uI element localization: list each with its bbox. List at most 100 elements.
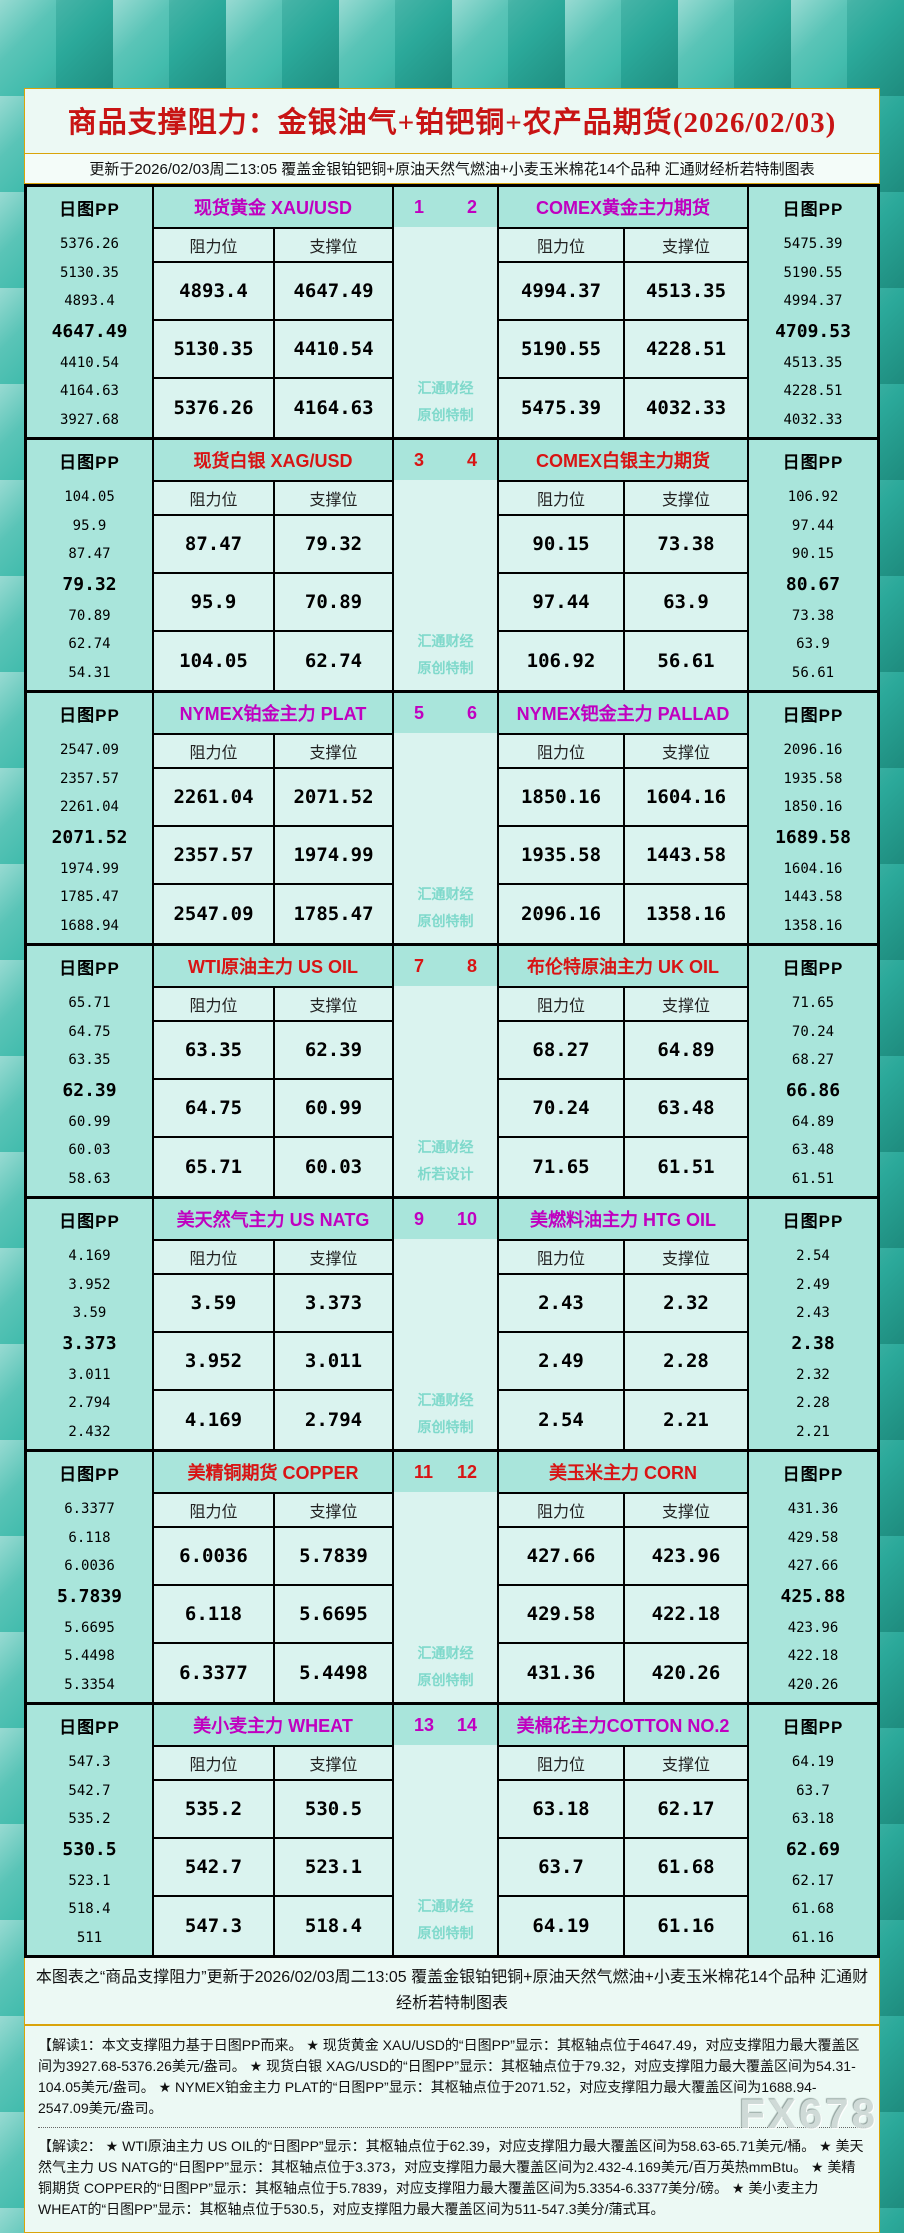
levels-row: 106.92 56.61	[499, 632, 747, 690]
pp-level-value: 3.952	[68, 1276, 111, 1293]
pp-level-value: 63.48	[791, 1142, 835, 1159]
pp-level-value: 54.31	[68, 664, 111, 681]
support-value: 1974.99	[273, 827, 392, 883]
pp-level-value: 64.19	[791, 1754, 835, 1771]
support-value: 423.96	[623, 1528, 747, 1584]
support-value: 60.99	[273, 1080, 392, 1136]
pp-header-label: 日图PP	[27, 1452, 152, 1492]
pp-level-value: 2.432	[68, 1423, 111, 1440]
levels-table-header: 阻力位 支撑位	[499, 1747, 747, 1781]
resistance-value: 6.0036	[179, 1545, 248, 1567]
product-block: 美棉花主力COTTON NO.2 阻力位 支撑位 63.18 62.17 63.7 61.6…	[497, 1705, 747, 1955]
levels-table: 阻力位 支撑位 427.66 423.96 429.58 422.18 431.36 420.…	[499, 1492, 747, 1702]
pp-level-value: 2096.16	[783, 742, 843, 759]
levels-table: 阻力位 支撑位 2.43 2.32 2.49 2.28 2.54 2.21	[499, 1239, 747, 1449]
pp-levels-list: 5376.26 5130.35 4893.4 4647.49 4410.54 4164.6…	[27, 227, 152, 437]
pair-index-right: 2	[466, 196, 477, 217]
support-value: 4410.54	[273, 321, 392, 377]
support-value: 4647.49	[273, 263, 392, 319]
support-header: 支撑位	[273, 482, 392, 514]
resistance-value: 547.3	[184, 1915, 243, 1937]
pp-column: 日图PP 6.3377 6.118 6.0036 5.7839 5.6695 5.4498 5…	[27, 1452, 152, 1702]
brand-watermark: 汇通财经 析若设计	[394, 1134, 497, 1188]
levels-row: 2547.09 1785.47	[154, 885, 392, 943]
pp-level-value: 61.16	[791, 1929, 835, 1946]
resistance-value: 427.66	[526, 1545, 596, 1567]
pp-pivot-value: 1689.58	[775, 826, 851, 848]
pp-level-value: 87.47	[68, 546, 111, 563]
product-title: COMEX黄金主力期货	[499, 187, 747, 227]
pp-level-value: 62.74	[68, 636, 111, 653]
brand-watermark-area: 汇通财经 原创特制	[394, 733, 497, 943]
levels-row: 70.24 63.48	[499, 1080, 747, 1138]
pair-index-left: 9	[414, 1208, 425, 1229]
pp-level-value: 62.17	[791, 1872, 835, 1889]
commodity-section: 日图PP 104.05 95.9 87.47 79.32 70.89 62.74 54.31 现…	[27, 440, 877, 693]
resistance-value: 65.71	[184, 1156, 243, 1178]
levels-row: 90.15 73.38	[499, 516, 747, 574]
resistance-value: 63.7	[538, 1856, 584, 1878]
support-header: 支撑位	[623, 1241, 747, 1273]
resistance-value: 97.44	[532, 591, 590, 613]
resistance-value: 90.15	[532, 533, 590, 555]
product-block: 美小麦主力 WHEAT 阻力位 支撑位 535.2 530.5 542.7 523.1 547…	[152, 1705, 392, 1955]
pp-pivot-value: 62.69	[785, 1838, 841, 1860]
resistance-value: 2.54	[538, 1409, 584, 1431]
pp-header-label: 日图PP	[749, 946, 877, 986]
resistance-header: 阻力位	[536, 492, 585, 509]
pp-level-value: 535.2	[68, 1811, 111, 1828]
pp-level-value: 523.1	[68, 1872, 111, 1889]
brand-line-2: 原创特制	[417, 660, 474, 676]
support-header: 支撑位	[623, 482, 747, 514]
levels-row: 3.59 3.373	[154, 1275, 392, 1333]
product-block: 布伦特原油主力 UK OIL 阻力位 支撑位 68.27 64.89 70.24 63.48…	[497, 946, 747, 1196]
resistance-value: 95.9	[190, 591, 237, 613]
support-value: 3.011	[273, 1333, 392, 1389]
summary-note: 本图表之“商品支撑阻力”更新于2026/02/03周二13:05 覆盖金银铂钯铜…	[24, 1958, 880, 2025]
resistance-value: 5376.26	[173, 397, 254, 419]
support-header: 支撑位	[623, 735, 747, 767]
pp-pivot-value: 62.39	[62, 1079, 117, 1101]
pp-levels-list: 5475.39 5190.55 4994.37 4709.53 4513.35 4228.…	[749, 227, 877, 437]
pp-level-value: 4164.63	[59, 383, 119, 400]
pair-index-left: 5	[414, 702, 425, 723]
support-header: 支撑位	[623, 988, 747, 1020]
main-panel: 商品支撑阻力：金银油气+铂钯铜+农产品期货(2026/02/03) 更新于202…	[24, 88, 880, 2233]
notes-divider	[38, 2127, 866, 2128]
brand-line-1: 汇通财经	[417, 1392, 474, 1408]
product-title: 现货白银 XAG/USD	[154, 440, 392, 480]
support-value: 4164.63	[273, 379, 392, 437]
levels-row: 4893.4 4647.49	[154, 263, 392, 321]
levels-table: 阻力位 支撑位 535.2 530.5 542.7 523.1 547.3 518.4	[154, 1745, 392, 1955]
pp-level-value: 1850.16	[783, 799, 843, 816]
pair-index-left: 3	[414, 449, 425, 470]
levels-table-header: 阻力位 支撑位	[154, 482, 392, 516]
levels-table: 阻力位 支撑位 6.0036 5.7839 6.118 5.6695 6.3377 5.449…	[154, 1492, 392, 1702]
pp-pivot-value: 66.86	[785, 1079, 841, 1101]
levels-row: 2357.57 1974.99	[154, 827, 392, 885]
product-title: NYMEX钯金主力 PALLAD	[499, 693, 747, 733]
support-value: 62.74	[273, 632, 392, 690]
resistance-header: 阻力位	[189, 998, 238, 1015]
support-value: 63.9	[623, 574, 747, 630]
pp-level-value: 2547.09	[59, 742, 119, 759]
pp-pivot-value: 79.32	[62, 573, 117, 595]
support-value: 5.4498	[273, 1644, 392, 1702]
levels-table: 阻力位 支撑位 4994.37 4513.35 5190.55 4228.51 5475.3…	[499, 227, 747, 437]
pair-middle: 5 6 汇通财经 原创特制	[392, 693, 497, 943]
product-block: NYMEX钯金主力 PALLAD 阻力位 支撑位 1850.16 1604.16 1935…	[497, 693, 747, 943]
pp-levels-list: 6.3377 6.118 6.0036 5.7839 5.6695 5.4498 5.335…	[27, 1492, 152, 1702]
pp-level-value: 70.89	[68, 607, 111, 624]
resistance-header: 阻力位	[536, 1504, 585, 1521]
brand-line-1: 汇通财经	[417, 1139, 474, 1155]
pp-levels-list: 2.54 2.49 2.43 2.38 2.32 2.28 2.21	[749, 1239, 877, 1449]
pp-column: 日图PP 4.169 3.952 3.59 3.373 3.011 2.794 2.432	[27, 1199, 152, 1449]
pp-column: 日图PP 2096.16 1935.58 1850.16 1689.58 1604.16 1…	[747, 693, 877, 943]
pair-index-right: 8	[466, 955, 477, 976]
pp-level-value: 547.3	[68, 1754, 111, 1771]
brand-line-1: 汇通财经	[417, 1645, 474, 1661]
resistance-value: 4.169	[184, 1409, 243, 1431]
pp-header-label: 日图PP	[749, 1705, 877, 1745]
resistance-value: 2.43	[538, 1292, 584, 1314]
